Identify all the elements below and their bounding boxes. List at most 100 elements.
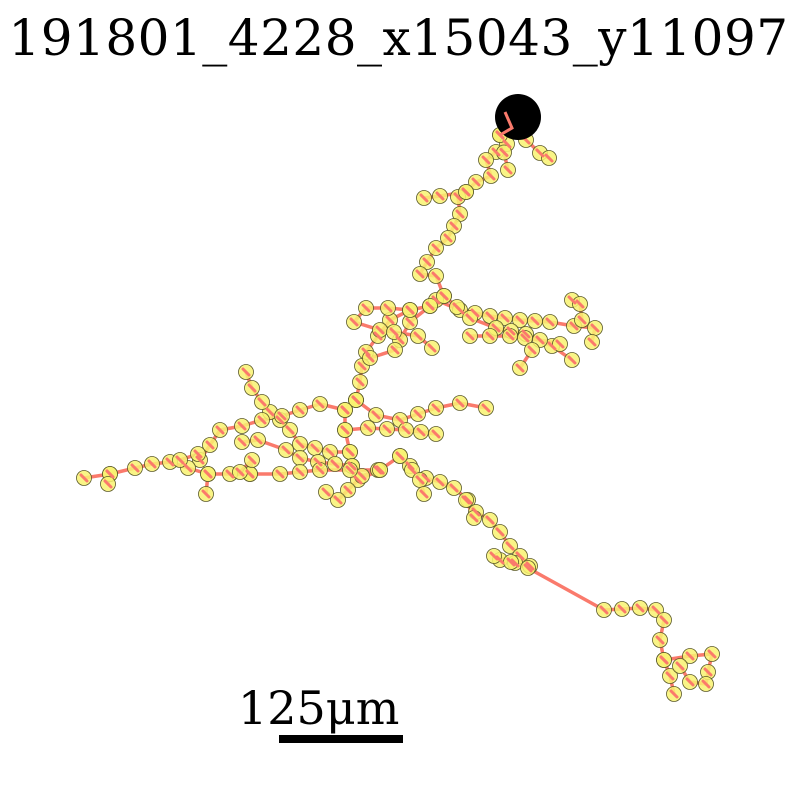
node-dash (495, 527, 505, 537)
node-dash (515, 551, 525, 561)
node-dash (340, 425, 350, 435)
node-dash (635, 603, 645, 613)
node-dash (361, 303, 371, 313)
node-dash (175, 455, 185, 465)
node-dash (357, 361, 367, 371)
scale-bar-label: 125μm (238, 681, 400, 735)
node-dash (425, 301, 435, 311)
node-dash (489, 551, 499, 561)
node-dash (515, 363, 525, 373)
node-dash (422, 257, 432, 267)
node-dash (241, 367, 251, 377)
node-dash (465, 331, 475, 341)
node-dash-marks (79, 107, 717, 699)
node-dash (485, 515, 495, 525)
node-dash (599, 605, 609, 615)
node-dash (165, 457, 175, 467)
node-dash (340, 405, 350, 415)
node-dash (147, 459, 157, 469)
node-dash (353, 475, 363, 485)
node-dash (577, 315, 587, 325)
node-dash (505, 331, 515, 341)
node-dash (193, 449, 203, 459)
node-dash (265, 407, 275, 417)
node-dash (345, 447, 355, 457)
node-dash (315, 399, 325, 409)
node-dash (443, 233, 453, 243)
node-dash (544, 153, 554, 163)
node-dash (253, 435, 263, 445)
node-dash (225, 469, 235, 479)
node-dash (247, 383, 257, 393)
node-dash (655, 635, 665, 645)
node-dash (449, 483, 459, 493)
node-dash (431, 403, 441, 413)
node-dash (669, 689, 679, 699)
node-dash (486, 171, 496, 181)
node-dash (295, 467, 305, 477)
node-dash (355, 377, 365, 387)
node-dash (431, 295, 441, 305)
node-dash (707, 649, 717, 659)
node-dash (431, 271, 441, 281)
node-dash (351, 395, 361, 405)
node-dash (685, 651, 695, 661)
node-dash (245, 469, 255, 479)
node-dash (285, 425, 295, 435)
node-dash (651, 605, 661, 615)
node-dash (405, 317, 415, 327)
node-dash (499, 148, 509, 157)
node-dash (555, 339, 565, 349)
node-dash (485, 311, 495, 321)
node-dash (313, 457, 323, 467)
node-dash (500, 313, 510, 323)
node-dash (659, 615, 669, 625)
node-dash (547, 341, 557, 351)
node-dash (415, 475, 425, 485)
node-dash (481, 155, 491, 165)
node-dash (506, 557, 516, 567)
node-dash (523, 563, 533, 573)
node-dash (617, 604, 627, 614)
node-dash (419, 489, 429, 499)
node-dash (567, 355, 577, 365)
node-dash (469, 513, 479, 523)
node-dash (373, 331, 383, 341)
node-dash (407, 465, 417, 475)
node-dash (569, 321, 579, 331)
node-dash (415, 269, 425, 279)
figure-title: 191801_4228_x15043_y11097 (8, 9, 789, 67)
node-dash (357, 471, 367, 481)
node-dash (395, 335, 405, 345)
node-dash (491, 323, 501, 333)
node-dash (521, 329, 531, 339)
branch-segment (398, 454, 676, 695)
node-dash (431, 429, 441, 439)
node-dash (590, 323, 600, 333)
node-dash (237, 437, 247, 447)
node-dash (455, 398, 465, 408)
node-dash (395, 451, 405, 461)
node-dash (343, 485, 353, 495)
node-dash (215, 425, 225, 435)
node-dash (247, 455, 257, 465)
node-dash (435, 191, 445, 201)
node-dash (665, 671, 675, 681)
node-dash (701, 679, 711, 689)
node-dash (203, 469, 213, 479)
node-dash (375, 465, 385, 475)
node-dash (295, 453, 305, 463)
node-dash (527, 345, 537, 355)
node-dash (257, 397, 267, 407)
node-dash (416, 427, 426, 437)
node-dash (405, 305, 415, 315)
node-dash (421, 473, 431, 483)
node-dash (520, 333, 530, 343)
node-dash (281, 445, 291, 455)
node-dash (383, 303, 393, 313)
node-dash (371, 410, 381, 420)
soma-branch-stub (499, 111, 514, 137)
node-dash (105, 469, 115, 479)
node-dash (449, 221, 459, 231)
